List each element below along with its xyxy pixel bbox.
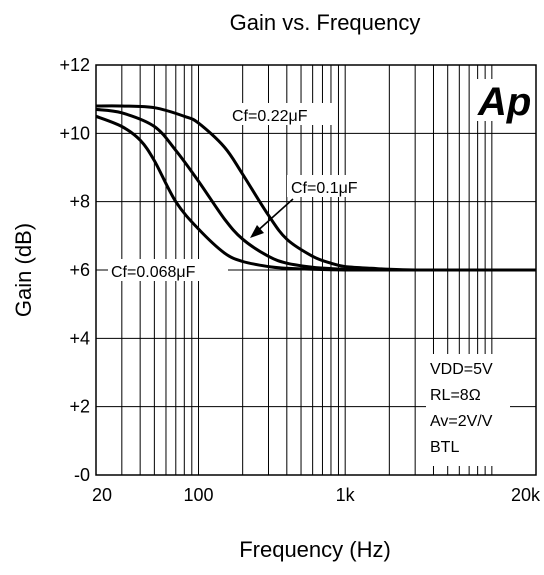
label-bg-cf01 — [287, 175, 385, 197]
label-bg-cf022 — [228, 103, 336, 125]
conditions-bg — [426, 354, 510, 466]
condition-vdd: VDD=5V — [430, 361, 493, 378]
x-tick-label-2: 1k — [336, 485, 356, 505]
y-axis-label: Gain (dB) — [11, 223, 36, 317]
y-tick-label-2: +4 — [69, 328, 90, 348]
logo-bg — [476, 79, 532, 121]
series-layer — [95, 104, 536, 272]
x-tick-labels: 20 100 1k 20k — [92, 485, 541, 505]
y-tick-labels: -0 +2 +4 +6 +8 +10 +12 — [59, 55, 90, 485]
series-label-cf0068: Cf=0.068μF — [111, 264, 196, 281]
series-label-cf022: Cf=0.22μF — [232, 108, 308, 125]
x-tick-label-3: 20k — [511, 485, 541, 505]
condition-btl: BTL — [430, 439, 459, 456]
condition-rl: RL=8Ω — [430, 387, 481, 404]
x-tick-label-1: 100 — [183, 485, 213, 505]
y-tick-label-3: +6 — [69, 260, 90, 280]
ap-logo: Ap — [477, 80, 531, 124]
y-tick-label-6: +12 — [59, 55, 90, 75]
x-tick-label-0: 20 — [92, 485, 112, 505]
label-bg-cf0068 — [108, 259, 228, 281]
y-tick-label-1: +2 — [69, 397, 90, 417]
condition-av: Av=2V/V — [430, 413, 493, 430]
y-tick-label-0: -0 — [74, 465, 90, 485]
y-tick-label-4: +8 — [69, 192, 90, 212]
x-axis-label: Frequency (Hz) — [239, 537, 391, 562]
chart-title: Gain vs. Frequency — [230, 10, 421, 35]
arrowhead — [250, 225, 264, 238]
series-label-cf01-arrow — [253, 198, 294, 235]
series-line-2 — [95, 114, 536, 272]
series-label-cf01: Cf=0.1μF — [291, 180, 358, 197]
y-tick-label-5: +10 — [59, 123, 90, 143]
